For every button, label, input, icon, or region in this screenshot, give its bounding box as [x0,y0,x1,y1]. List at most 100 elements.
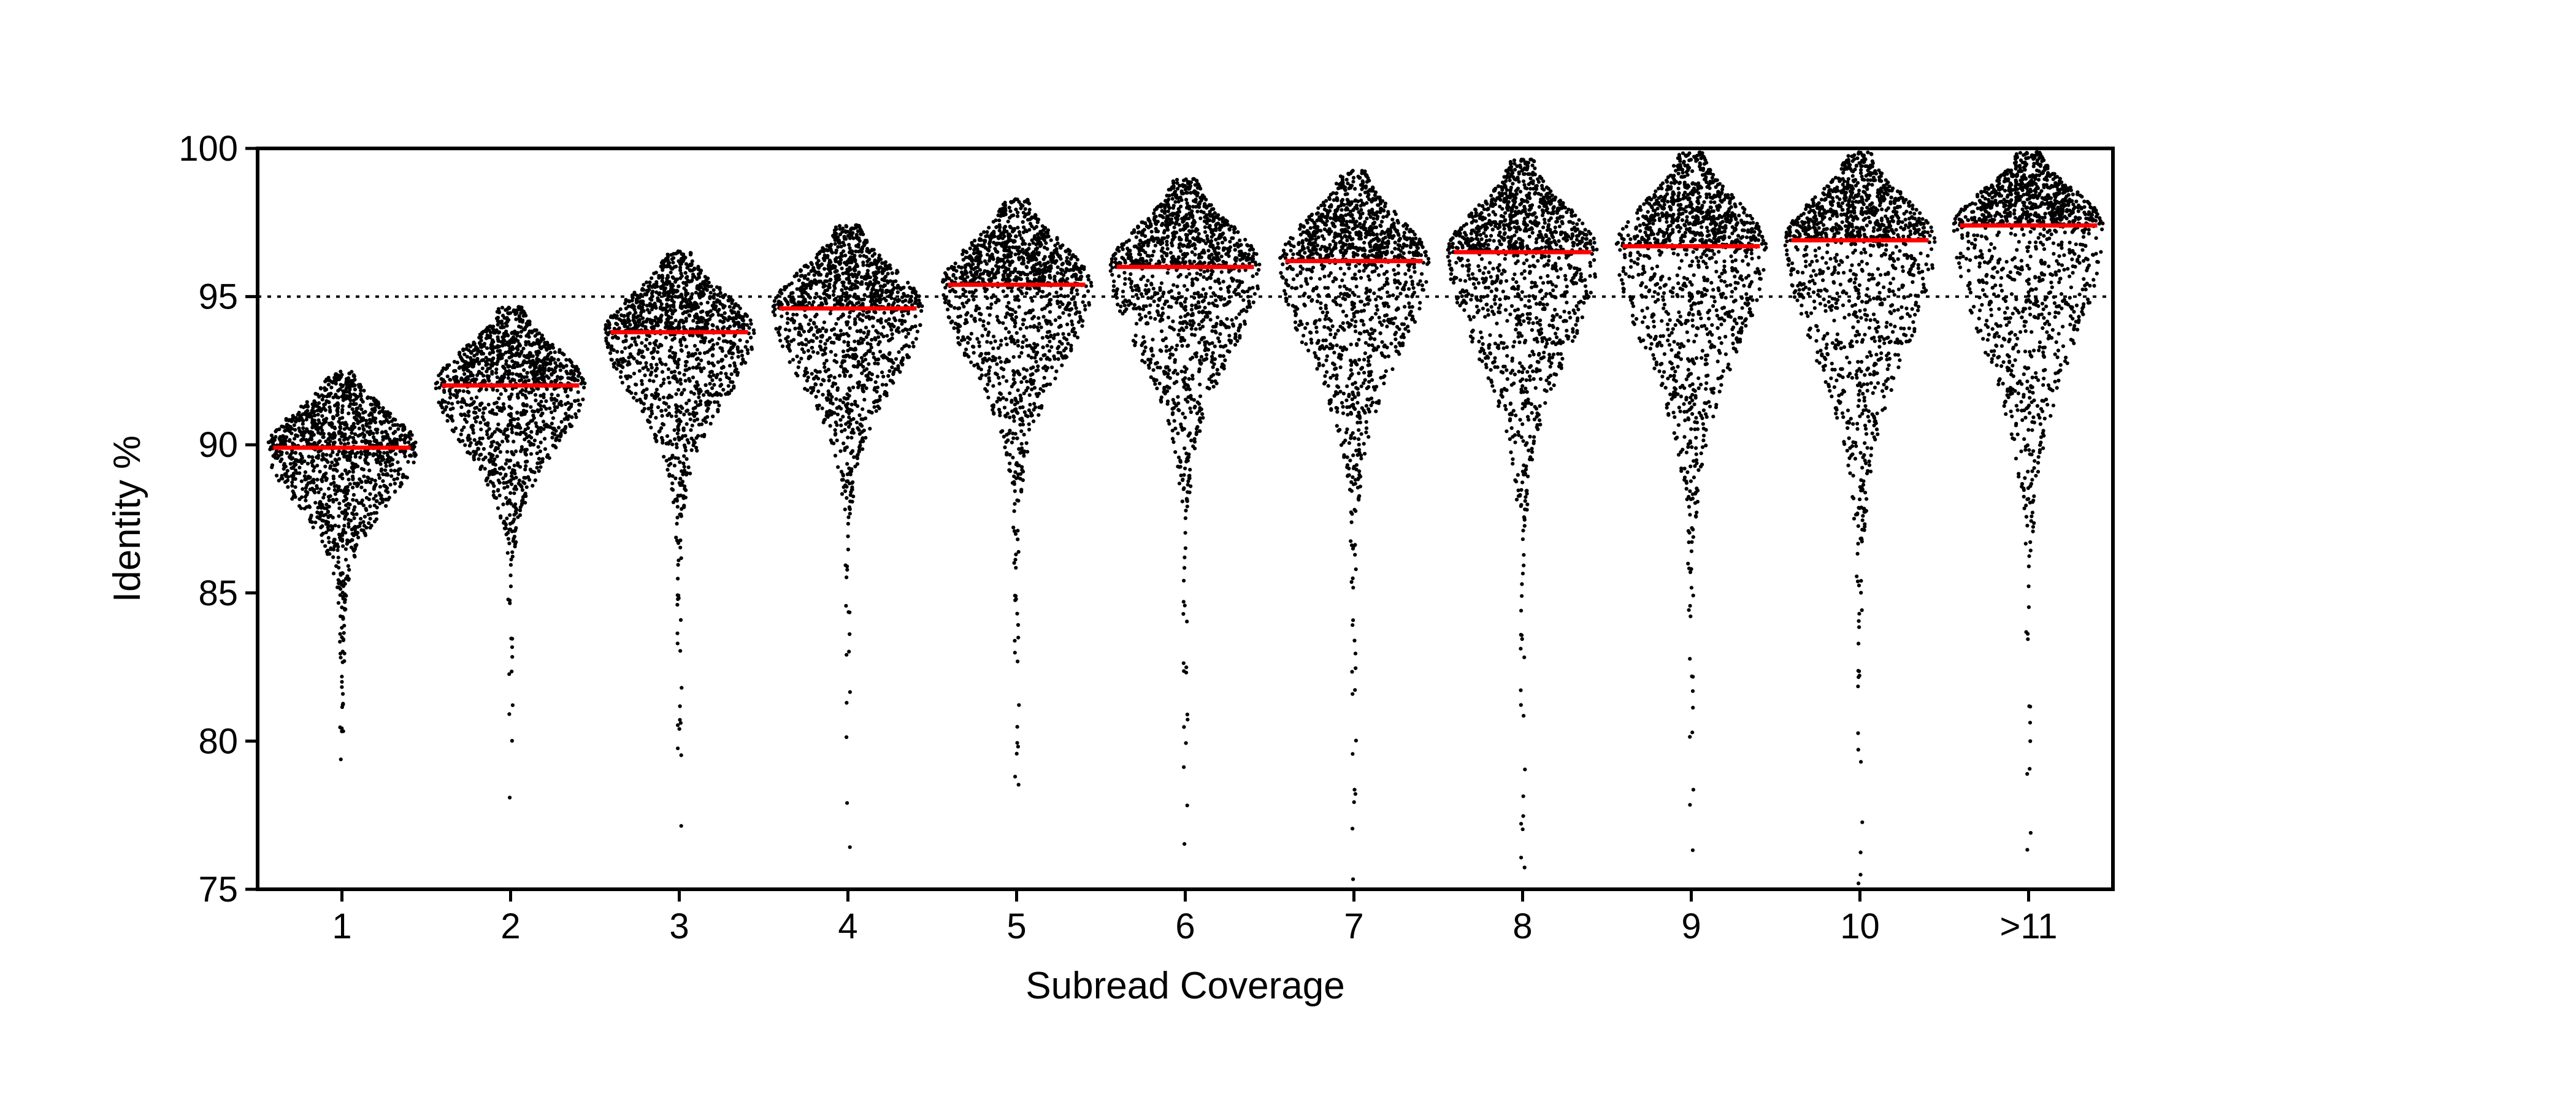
data-point [510,554,515,559]
data-point [326,400,331,404]
data-point [389,458,394,462]
data-point [660,370,665,374]
data-point [698,351,702,356]
data-point [304,499,308,503]
data-point [347,427,352,431]
data-point [340,703,345,707]
data-point [352,516,356,521]
data-point [516,305,521,309]
data-point [291,441,295,445]
data-point [676,746,680,751]
data-point [346,540,350,544]
data-point [696,324,700,329]
data-point [379,497,383,501]
data-point [350,384,354,388]
data-point [277,478,281,483]
data-point [699,402,703,407]
data-point [355,532,359,537]
data-point [340,410,345,415]
data-point [510,345,515,349]
data-point [878,394,882,399]
data-point [366,475,370,480]
data-point [335,548,340,553]
data-point [911,340,915,345]
data-point [857,312,862,316]
data-point [630,336,634,340]
data-point [664,362,668,367]
data-point [510,550,515,554]
data-point [673,403,678,407]
data-point [550,410,554,415]
data-point [650,403,654,407]
data-point [373,402,378,407]
data-point [553,361,558,365]
data-point [556,426,561,430]
data-point [313,500,318,505]
data-point [309,434,314,439]
data-point [666,260,670,264]
data-point [568,424,573,429]
data-point [326,535,331,540]
data-point [583,381,587,386]
data-point [524,464,528,469]
data-point [339,656,343,660]
data-point [546,453,550,458]
data-point [559,419,564,424]
data-point [458,389,462,393]
data-point [883,355,887,359]
data-point [732,386,736,390]
data-point [487,473,491,477]
data-point [867,284,871,288]
data-point [697,423,701,427]
data-point [512,513,516,517]
data-point [783,328,788,332]
data-point [339,369,343,374]
data-point [736,354,740,359]
data-point [865,378,870,382]
data-point [337,430,341,434]
data-point [848,511,852,516]
data-point [716,313,721,317]
data-point [352,374,356,378]
data-point [683,487,687,491]
data-point [623,346,627,350]
data-point [677,284,681,288]
data-point [813,315,818,319]
data-point [522,354,526,358]
data-point [331,477,336,481]
data-point [500,439,505,444]
data-point [442,390,447,394]
data-point [573,399,577,403]
data-point [616,363,621,367]
data-point [350,474,355,479]
data-point [850,226,854,231]
data-point [337,565,341,570]
data-point [892,370,896,374]
data-point [911,344,916,349]
data-point [846,547,850,552]
data-point [347,371,352,376]
data-point [367,432,372,437]
data-point [474,377,478,381]
data-point [540,374,545,378]
data-point [502,486,507,490]
data-point [496,478,500,483]
data-point [504,496,508,500]
data-point [682,372,686,377]
data-point [499,379,503,383]
data-point [351,399,356,403]
data-point [564,424,568,429]
data-point [878,398,882,402]
data-point [504,523,508,527]
data-point [340,680,344,684]
data-point [509,478,513,483]
data-point [659,383,663,388]
data-point [398,437,402,442]
data-point [553,408,557,413]
data-point [624,306,628,311]
data-point [814,382,818,387]
data-point [641,366,645,370]
data-point [539,426,543,430]
data-point [688,313,692,318]
data-point [853,293,857,297]
